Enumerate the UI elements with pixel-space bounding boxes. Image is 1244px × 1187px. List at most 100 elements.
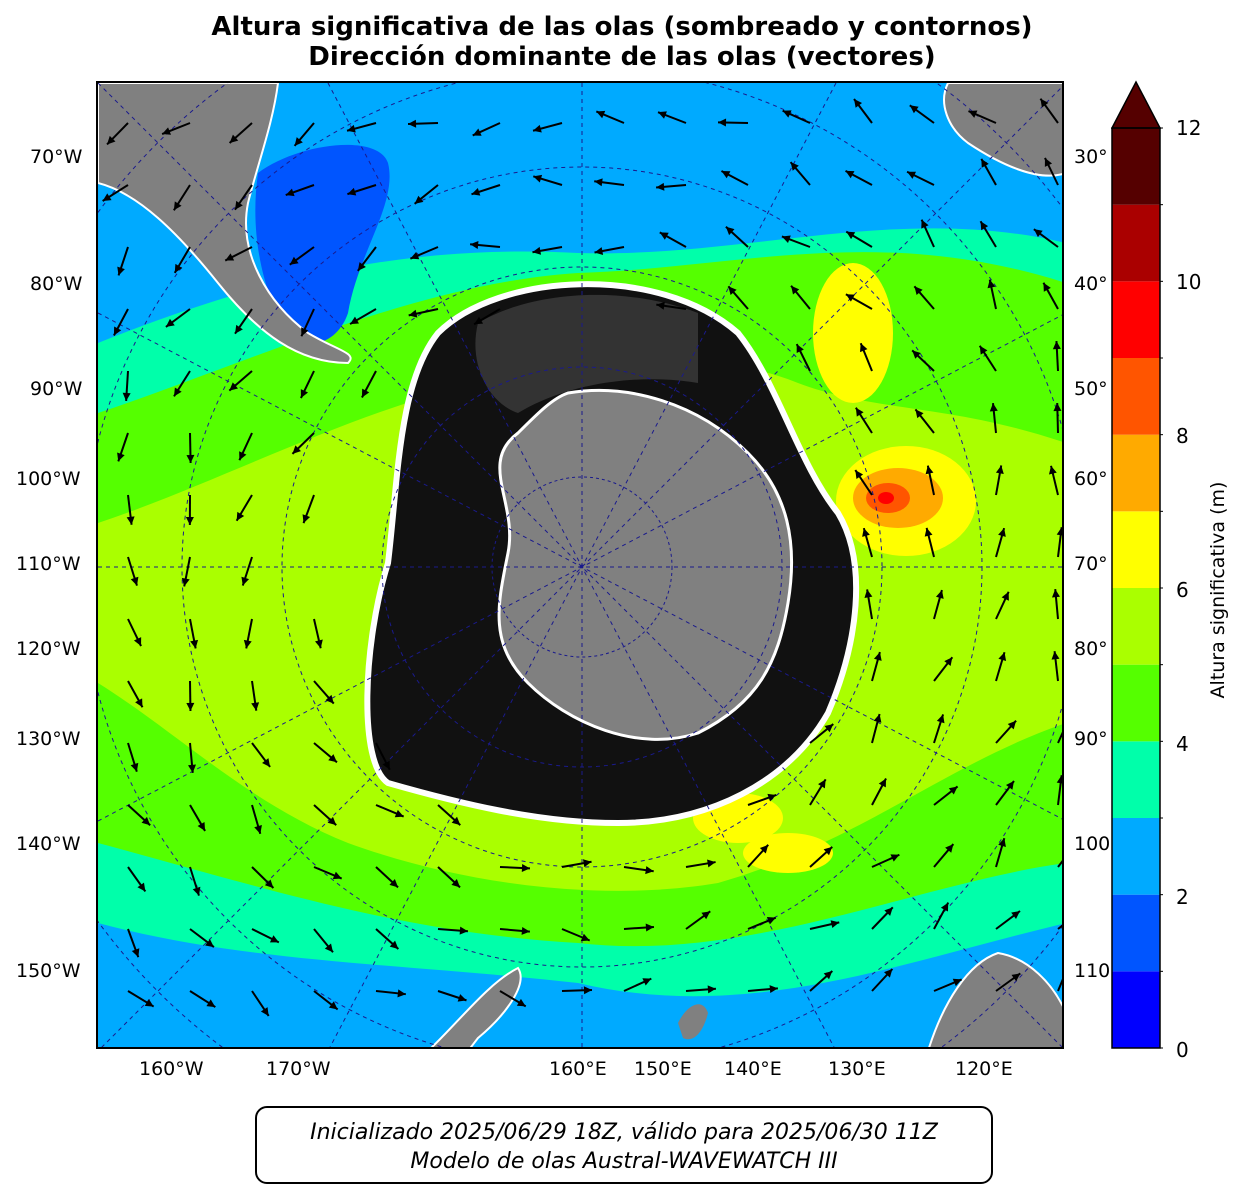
wave-vector-head [796, 344, 804, 354]
wave-vector-head [645, 866, 654, 875]
colorbar-segment-1 [1112, 894, 1160, 972]
wave-vector-head [824, 724, 834, 733]
colorbar-tick-5: 10 [1176, 270, 1202, 294]
colorbar-tick-3: 6 [1176, 578, 1189, 602]
wave-vector-head [864, 589, 873, 598]
colorbar-extend-arrow [1111, 80, 1162, 129]
wave-vector [1057, 924, 1062, 930]
colorbar-segment-9 [1112, 281, 1160, 358]
australia-landmass [928, 951, 1062, 1047]
wave-height-map [96, 81, 1064, 1049]
wave-vector-head [389, 878, 399, 888]
wave-vector-head [389, 940, 399, 950]
wave-vector-head [728, 286, 737, 295]
wave-vector-head [855, 470, 864, 479]
wave-vector-head [229, 382, 239, 391]
wave-vector-head [130, 762, 139, 772]
wave-vector-head [1043, 282, 1051, 292]
wave-vector-head [397, 989, 406, 998]
wave-vector-head [451, 816, 461, 826]
wave-vector-head [845, 294, 855, 302]
wave-vector-head [878, 778, 887, 788]
wave-vector-head [1063, 963, 1064, 972]
wave-vector-head [185, 516, 194, 525]
colorbar [1111, 80, 1163, 1049]
wave-vector-head [361, 388, 370, 398]
wave-vector-head [292, 445, 301, 454]
wave-vector-head [998, 652, 1007, 662]
new-zealand-landmass [430, 966, 522, 1047]
wave-vector-head [137, 882, 146, 892]
wave-vector-head [408, 309, 418, 318]
wave-vector-head [707, 985, 716, 994]
wave-vector-head [300, 389, 309, 399]
wave-vector-head [979, 345, 988, 355]
wave-vector-head [656, 301, 665, 310]
wave-vector-head [981, 158, 989, 168]
wave-vector-head [135, 698, 143, 708]
wave-vector-head [239, 451, 247, 461]
wave-vector-head [759, 844, 769, 854]
wave-vector-head [521, 926, 530, 935]
wave-vector-head [205, 939, 214, 948]
wave-vector-head [474, 316, 484, 325]
wave-vector-head [987, 279, 996, 289]
colorbar-tick-2: 4 [1176, 732, 1189, 756]
wave-vector-head [914, 286, 923, 295]
africa-landmass [943, 83, 1062, 177]
wave-vector-head [457, 994, 467, 1002]
wave-vector-head [860, 343, 868, 353]
wave-vector-head [243, 639, 252, 649]
wave-vector [1057, 731, 1062, 744]
island-landmass [678, 1004, 708, 1040]
wave-vector-head [1005, 780, 1014, 790]
wave-vector-head [122, 392, 131, 401]
lon-label-6: 120°E [955, 1058, 1013, 1080]
lat-label-left-8: 150°W [16, 960, 81, 982]
wave-vector-head [823, 846, 833, 856]
wave-vector-head [1048, 465, 1057, 475]
wave-vector-head [332, 871, 342, 880]
wave-vector-head [174, 387, 182, 397]
sea-ice-band [475, 294, 698, 413]
colorbar-segment-10 [1112, 204, 1160, 282]
wave-vector-head [915, 409, 924, 419]
colorbar-segment-0 [1112, 971, 1160, 1048]
wave-vector-head [126, 516, 135, 525]
wave-vector-head [241, 576, 250, 586]
lat-label-left-5: 120°W [16, 638, 81, 660]
south-america-landmass [98, 83, 352, 365]
wave-vector [1057, 978, 1062, 992]
chart-title-line1: Altura significativa de las olas (sombre… [211, 12, 1033, 42]
wave-vector-head [347, 124, 356, 133]
wave-vector-head [924, 527, 933, 537]
lat-label-left-3: 100°W [16, 468, 81, 490]
colorbar-segment-11 [1112, 128, 1160, 205]
wave-vector-head [294, 137, 303, 146]
wave-vector-head [264, 879, 274, 889]
wave-vector-head [998, 838, 1006, 847]
wave-vector-head [206, 999, 216, 1008]
wave-vector-head [107, 135, 116, 145]
wave-vector [1057, 860, 1062, 868]
lon-label-2: 160°E [549, 1058, 607, 1080]
wave-vector-head [580, 933, 590, 942]
wave-vector-head [350, 316, 359, 325]
colorbar-tick-1: 2 [1176, 885, 1189, 909]
wave-vector-head [936, 714, 945, 724]
wave-vector-head [130, 576, 139, 586]
wave-vector-head [324, 943, 333, 953]
lat-label-right-5: 80° [1074, 638, 1108, 660]
wave-vector-head [234, 200, 243, 210]
footer-line2: Modelo de olas Austral-WAVEWATCH III [410, 1149, 838, 1174]
wave-vector-head [229, 134, 239, 143]
wave-vector-head [1051, 589, 1060, 598]
wave-vector-head [944, 657, 953, 667]
colorbar-segment-3 [1112, 741, 1160, 818]
wave-high-6m-a [813, 263, 893, 403]
wave-vector-head [952, 978, 962, 987]
wave-vector-head [117, 452, 125, 462]
lat-label-left-7: 140°W [16, 833, 81, 855]
colorbar-segment-7 [1112, 434, 1160, 512]
wave-vector-head [873, 652, 882, 661]
